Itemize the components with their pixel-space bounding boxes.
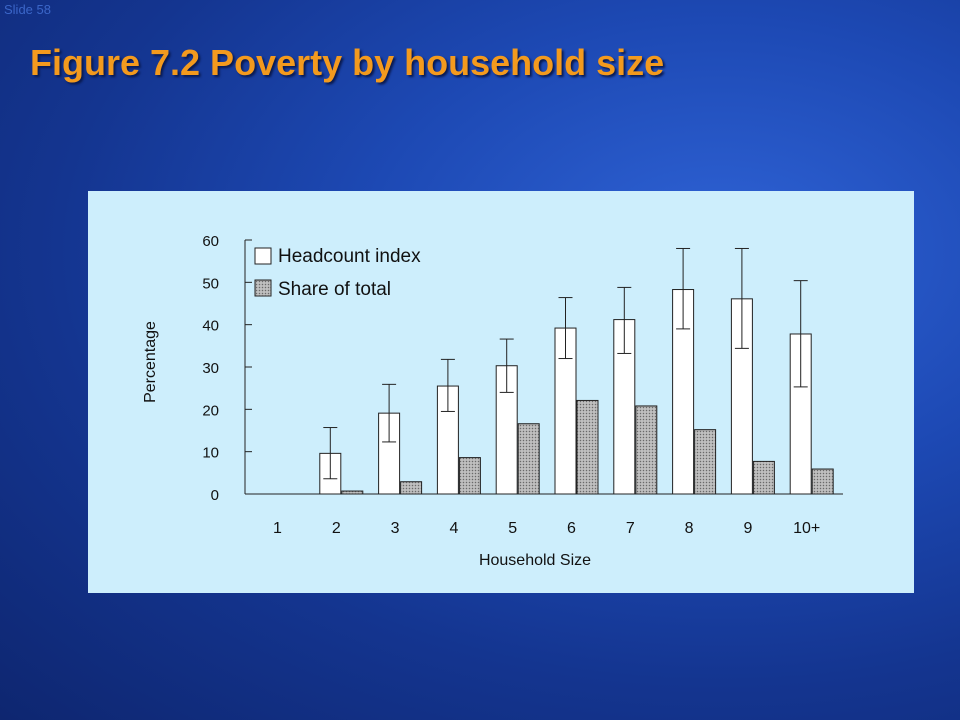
legend-label-headcount: Headcount index (278, 246, 421, 267)
bar-share (694, 429, 717, 495)
x-tick-label: 9 (743, 520, 752, 537)
bar-share (752, 460, 775, 495)
bar-share (811, 468, 834, 495)
x-tick-label: 8 (685, 520, 694, 537)
y-tick-label: 10 (202, 445, 219, 462)
x-tick-label: 3 (391, 520, 400, 537)
x-tick-label: 7 (626, 520, 635, 537)
legend-swatch-headcount (254, 247, 272, 265)
y-tick-label: 0 (211, 487, 219, 504)
x-tick-label: 1 (273, 520, 282, 537)
bar-share (576, 399, 599, 495)
bar-share (517, 423, 540, 495)
legend-label-share: Share of total (278, 279, 391, 300)
y-tick-labels: 0 10 20 30 40 50 60 (202, 233, 219, 504)
legend: Headcount index Share of total (254, 246, 421, 300)
bar-share (458, 457, 481, 495)
y-tick-label: 60 (202, 233, 219, 250)
x-axis-label: Household Size (479, 552, 591, 569)
bar-share (400, 481, 423, 495)
x-tick-label: 4 (449, 520, 458, 537)
y-tick-label: 20 (202, 402, 219, 419)
error-bars (323, 247, 808, 480)
legend-swatch-share (254, 279, 272, 297)
x-tick-labels: 1 2 3 4 5 6 7 8 9 10+ (273, 520, 820, 537)
y-tick-label: 30 (202, 360, 219, 377)
bar-chart: 1 2 3 4 5 6 7 8 9 10+ 0 10 20 30 40 50 60 Percentage Ho… (142, 233, 843, 569)
slide-number: Slide 58 (4, 2, 51, 17)
x-tick-label: 10+ (793, 520, 820, 537)
x-tick-label: 2 (332, 520, 341, 537)
x-tick-label: 6 (567, 520, 576, 537)
x-tick-label: 5 (508, 520, 517, 537)
y-axis-label: Percentage (142, 321, 159, 403)
bar-share (341, 490, 364, 495)
bar-share (635, 405, 658, 495)
slide-title: Figure 7.2 Poverty by household size (30, 42, 665, 83)
chart-panel: 1 2 3 4 5 6 7 8 9 10+ 0 10 20 30 40 50 60 Percentage Ho… (88, 191, 914, 593)
y-tick-label: 50 (202, 275, 219, 292)
y-tick-label: 40 (202, 318, 219, 335)
bars (319, 289, 834, 495)
